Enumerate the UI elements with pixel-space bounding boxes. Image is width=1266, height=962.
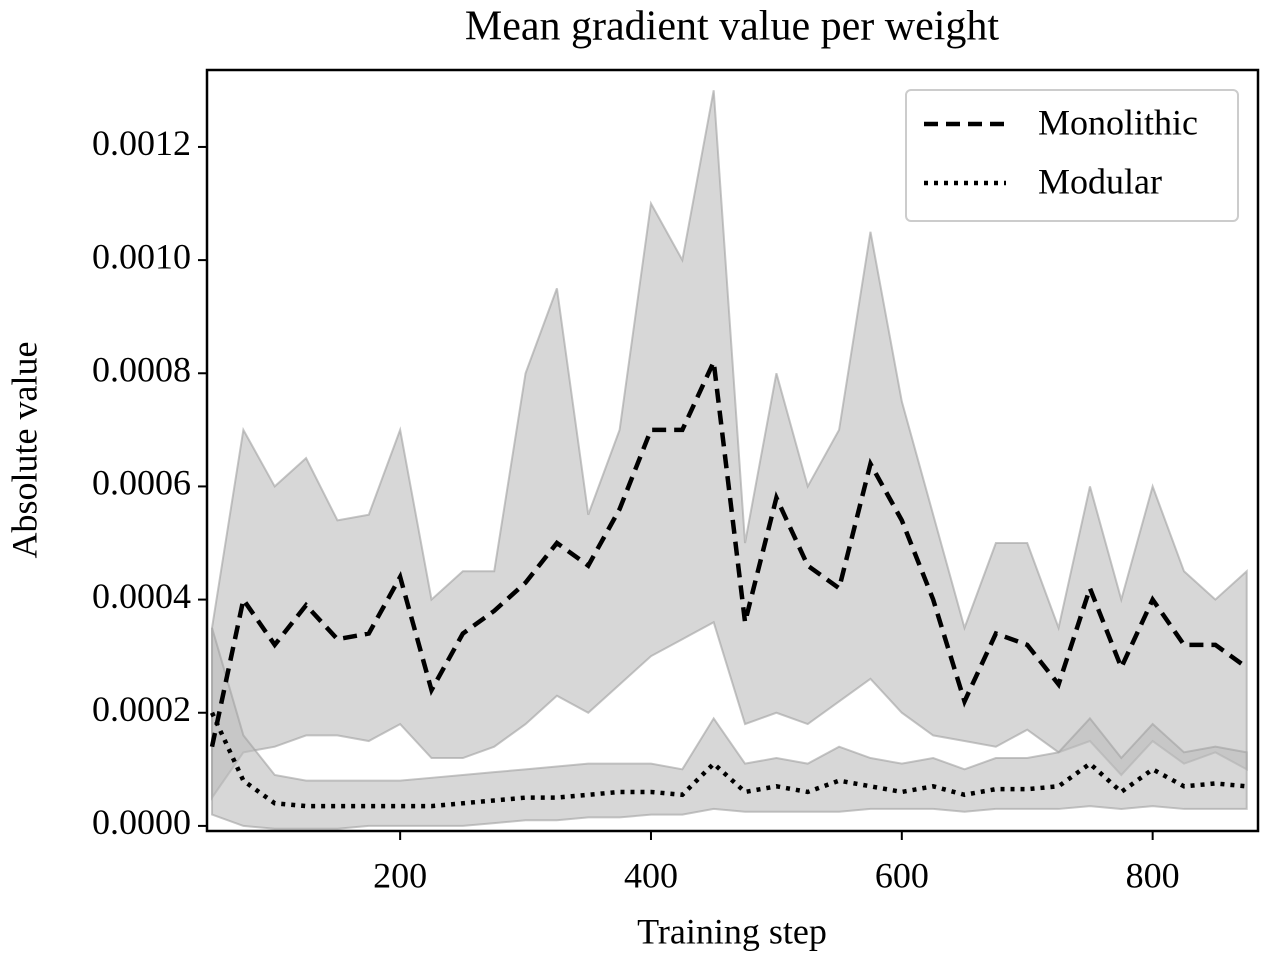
chart-title: Mean gradient value per weight <box>465 4 999 50</box>
plot-frame <box>205 68 1260 833</box>
y-tick-label: 0.0004 <box>92 576 191 616</box>
line <box>209 711 1247 809</box>
band <box>211 627 1248 830</box>
y-tick-label: 0.0006 <box>92 463 191 503</box>
y-tick-label: 0.0008 <box>92 350 191 390</box>
x-tick-label: 400 <box>624 855 678 895</box>
x-tick-label: 200 <box>373 855 427 895</box>
y-tick-label: 0.0002 <box>92 689 191 729</box>
y-axis-label: Absolute value <box>4 342 44 559</box>
plot-area <box>209 90 1249 830</box>
x-tick-label: 600 <box>875 855 929 895</box>
x-axis-label: Training step <box>637 911 827 951</box>
legend-label: Monolithic <box>1038 102 1198 142</box>
y-tick-label: 0.0010 <box>92 236 191 276</box>
y-tick-label: 0.0000 <box>92 802 191 842</box>
y-tick-label: 0.0012 <box>92 123 191 163</box>
legend-label: Modular <box>1038 161 1162 201</box>
x-tick-label: 800 <box>1126 855 1180 895</box>
legend-box <box>905 89 1239 222</box>
